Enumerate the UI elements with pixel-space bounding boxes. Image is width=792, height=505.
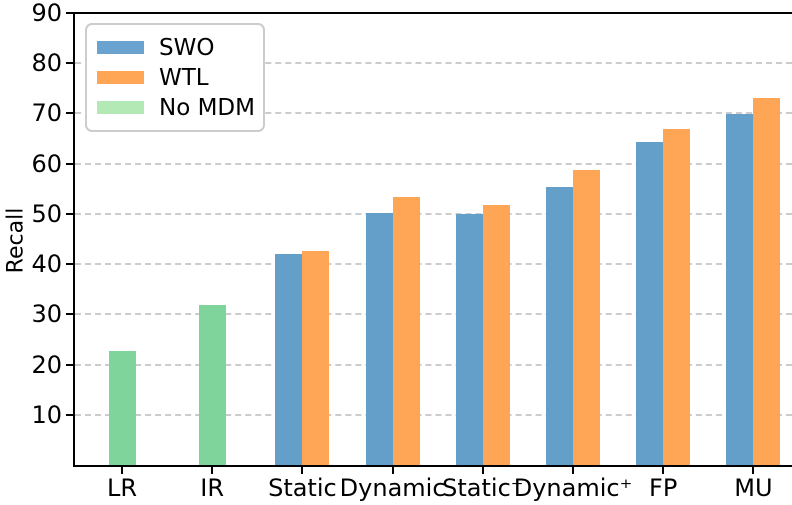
y-tick-label-60: 60 (31, 149, 62, 178)
gridline-40 (75, 263, 792, 266)
x-tick-label-fp: FP (649, 474, 678, 502)
y-tick-30 (66, 313, 73, 316)
x-tick-label-dynamic-plus: Dynamic⁺ (513, 474, 633, 502)
y-tick-label-10: 10 (31, 400, 62, 429)
x-tick-label-mu: MU (734, 474, 773, 502)
bar-wtl-dynamic (392, 196, 420, 465)
gridline-30 (75, 313, 792, 316)
y-tick-label-20: 20 (31, 350, 62, 379)
bar-swo-static (275, 254, 303, 465)
gridline-20 (75, 363, 792, 366)
x-tick-lr (121, 467, 123, 474)
bar-swo-dynamic (365, 212, 393, 465)
legend-item-no-mdm: No MDM (97, 96, 263, 120)
legend-label-no-mdm: No MDM (159, 94, 255, 121)
top-spine (73, 12, 792, 14)
x-tick-label-dynamic: Dynamic (339, 474, 446, 502)
y-tick-50 (66, 212, 73, 215)
y-tick-label-80: 80 (31, 49, 62, 78)
legend-item-swo: SWO (97, 36, 263, 60)
y-tick-label-40: 40 (31, 250, 62, 279)
y-tick-label-70: 70 (31, 99, 62, 128)
legend-swatch-wtl (97, 71, 144, 84)
x-tick-static (301, 467, 304, 474)
y-tick-label-90: 90 (31, 0, 62, 27)
legend-item-wtl: WTL (97, 66, 263, 90)
bar-swo-fp (636, 142, 664, 465)
y-tick-label-30: 30 (31, 300, 62, 329)
x-tick-static-plus (481, 467, 484, 474)
x-tick-label-lr: LR (106, 474, 138, 502)
bar-wtl-static (302, 251, 330, 465)
bar-swo-mu (726, 114, 754, 465)
y-tick-20 (66, 363, 73, 366)
y-tick-90 (66, 12, 73, 14)
x-tick-label-static: Static (268, 474, 337, 502)
bar-wtl-mu (753, 98, 781, 465)
gridline-60 (75, 162, 792, 165)
gridline-50 (75, 212, 792, 215)
bar-no-mdm-ir (198, 305, 226, 465)
bar-swo-dynamic-plus (546, 186, 573, 465)
y-axis-title: Recall (3, 207, 29, 274)
y-tick-60 (66, 162, 73, 165)
gridline-70 (75, 112, 792, 115)
legend-swatch-no-mdm (97, 101, 144, 114)
gridline-80 (75, 62, 792, 65)
legend: SWO WTL No MDM (85, 23, 265, 132)
x-tick-dynamic (391, 467, 394, 474)
legend-swatch-swo (97, 41, 144, 54)
x-tick-dynamic-plus (572, 467, 574, 474)
x-tick-ir (211, 467, 214, 474)
bar-swo-static-plus (455, 213, 483, 465)
x-tick-fp (662, 467, 665, 474)
x-tick-label-ir: IR (200, 474, 225, 502)
legend-label-wtl: WTL (159, 64, 209, 91)
left-spine (73, 12, 75, 467)
legend-label-swo: SWO (159, 34, 215, 61)
y-tick-80 (66, 62, 73, 65)
bottom-spine (73, 465, 792, 467)
y-tick-label-50: 50 (31, 199, 62, 228)
x-tick-mu (752, 467, 755, 474)
bar-wtl-dynamic-plus (573, 169, 600, 465)
bar-wtl-static-plus (482, 204, 510, 465)
x-tick-label-static-plus: Static⁺ (442, 474, 524, 502)
bar-no-mdm-lr (108, 350, 136, 465)
gridline-10 (75, 413, 792, 416)
y-tick-70 (66, 112, 73, 115)
y-tick-40 (66, 263, 73, 266)
bar-wtl-fp (663, 128, 691, 465)
y-tick-10 (66, 413, 73, 416)
